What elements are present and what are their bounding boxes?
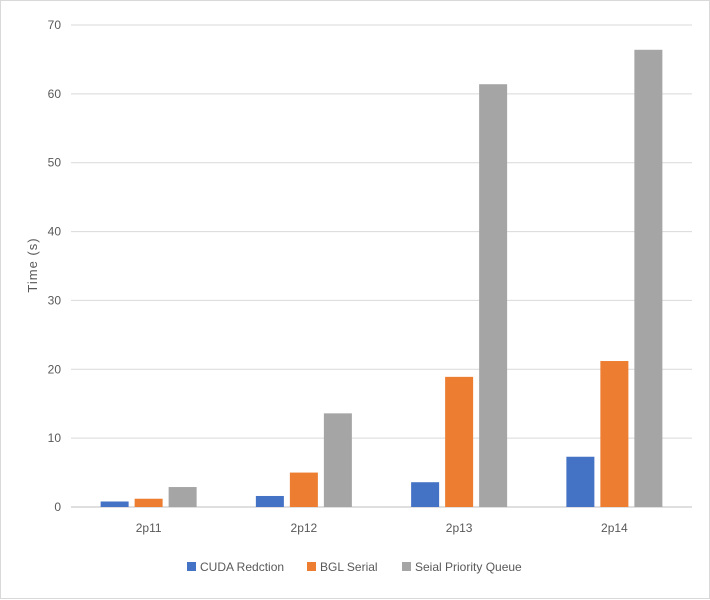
legend-swatch bbox=[402, 562, 411, 571]
x-tick-label: 2p14 bbox=[601, 521, 628, 535]
bar-2p12-series-1 bbox=[255, 495, 284, 507]
y-tick-label: 30 bbox=[48, 293, 62, 307]
bar-2p12-series-3 bbox=[323, 413, 352, 507]
bars bbox=[100, 49, 663, 508]
x-tick-label: 2p11 bbox=[136, 521, 162, 535]
bar-2p13-series-1 bbox=[411, 482, 440, 507]
gridlines bbox=[71, 24, 692, 508]
legend-label: CUDA Redction bbox=[200, 560, 284, 574]
bar-2p14-series-1 bbox=[566, 456, 595, 507]
legend: CUDA Redction BGL Serial Seial Priority Qu… bbox=[187, 560, 522, 574]
legend-label: Seial Priority Queue bbox=[415, 560, 522, 574]
bar-2p14-series-2 bbox=[600, 361, 629, 507]
x-axis-ticks: 2p11 2p12 2p13 2p14 bbox=[136, 521, 628, 535]
y-tick-label: 40 bbox=[48, 225, 62, 239]
y-tick-label: 20 bbox=[48, 362, 62, 376]
bar-2p11-series-2 bbox=[134, 498, 163, 507]
x-tick-label: 2p12 bbox=[291, 521, 318, 535]
y-axis-title: Time (s) bbox=[25, 237, 40, 292]
legend-swatch bbox=[187, 562, 196, 571]
bar-2p11-series-1 bbox=[100, 501, 129, 507]
y-tick-label: 0 bbox=[54, 500, 61, 514]
bar-2p13-series-2 bbox=[445, 376, 474, 507]
y-tick-label: 50 bbox=[48, 156, 62, 170]
y-tick-label: 70 bbox=[48, 18, 62, 32]
legend-swatch bbox=[307, 562, 316, 571]
y-tick-label: 60 bbox=[48, 87, 62, 101]
y-axis-ticks: 0 10 20 30 40 50 60 70 bbox=[48, 18, 62, 514]
bar-2p14-series-3 bbox=[634, 49, 663, 507]
x-tick-label: 2p13 bbox=[446, 521, 473, 535]
y-tick-label: 10 bbox=[48, 431, 62, 445]
legend-label: BGL Serial bbox=[320, 560, 378, 574]
bar-2p12-series-2 bbox=[289, 472, 318, 507]
bar-2p11-series-3 bbox=[168, 487, 197, 507]
bar-2p13-series-3 bbox=[479, 84, 508, 508]
